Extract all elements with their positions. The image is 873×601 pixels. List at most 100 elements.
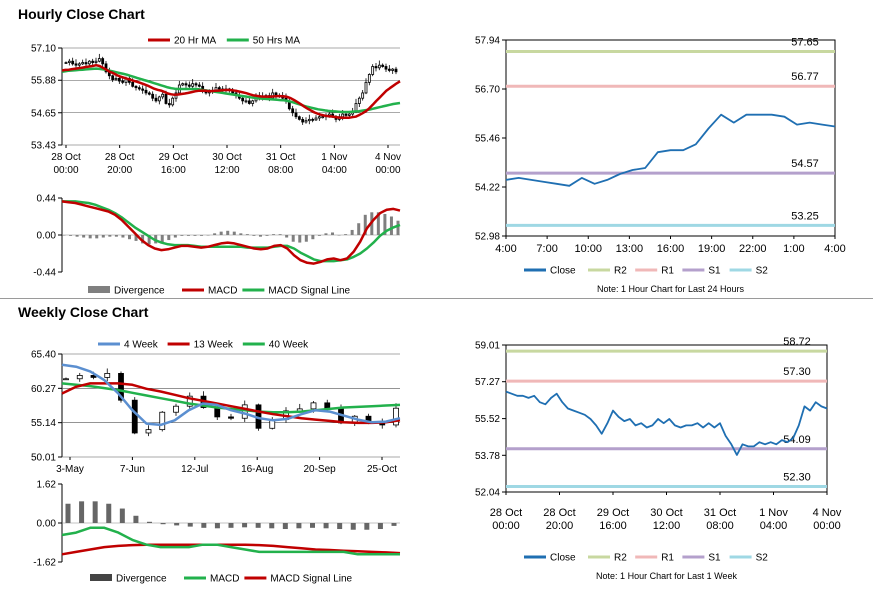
hourly-divergence-bar <box>304 235 308 242</box>
hourly-price-candle <box>151 93 155 99</box>
hourly-divergence-bar <box>245 234 249 235</box>
hourly-divergence-bar <box>200 235 204 236</box>
hourly-price-candle <box>394 68 398 73</box>
weekly-price-legend-label: 40 Week <box>269 340 309 351</box>
hourly-price-x-tick-label: 31 Oct <box>266 152 296 163</box>
hourly-price-candle <box>141 88 145 91</box>
hourly-divergence-bar <box>272 234 276 235</box>
hourly-pivot-x-tick-label: 7:00 <box>536 243 557 255</box>
weekly-price-y-tick-label: 65.40 <box>31 350 56 361</box>
weekly-pivot-x-tick-label: 12:00 <box>653 520 681 532</box>
hourly-price-y-tick-label: 57.10 <box>31 44 56 55</box>
hourly-pivot-y-tick-label: 54.22 <box>475 183 500 194</box>
hourly-divergence-bar <box>337 235 341 236</box>
weekly-price-y-tick-label: 50.01 <box>31 453 56 464</box>
hourly-price-y-tick-label: 53.43 <box>31 141 56 152</box>
weekly-divergence-bar <box>269 523 275 529</box>
hourly-price-candle <box>377 64 381 69</box>
hourly-price-candle <box>297 116 301 120</box>
weekly-pivot-x-tick-label: 28 Oct <box>543 507 575 519</box>
hourly-price-candle <box>77 63 81 66</box>
weekly-pivot-note: Note: 1 Hour Chart for Last 1 Week <box>596 571 737 581</box>
weekly-pivot-x-tick-label: 00:00 <box>492 520 520 532</box>
hourly-price-legend-label: 20 Hr MA <box>174 36 217 47</box>
hourly-divergence-bar <box>101 235 105 238</box>
weekly-price-x-tick-label: 20-Sep <box>303 464 336 475</box>
hourly-price-candle <box>387 68 391 71</box>
hourly-macd-y-tick-label: -0.44 <box>33 268 56 279</box>
hourly-divergence-bar <box>344 234 348 235</box>
hourly-divergence-bar <box>180 235 184 236</box>
hourly-price-candle <box>74 63 78 66</box>
hourly-ma20-line <box>61 63 401 120</box>
hourly-divergence-bar <box>186 235 190 236</box>
weekly-pivot-x-tick-label: 16:00 <box>599 520 627 532</box>
hourly-divergence-bar <box>363 214 367 235</box>
hourly-price-candle <box>344 113 348 116</box>
hourly-price-candle <box>171 97 175 106</box>
weekly-price-x-tick-label: 3-May <box>56 464 84 475</box>
hourly-price-x-tick-label: 30 Oct <box>212 152 242 163</box>
hourly-pivot-legend-label: R2 <box>614 266 627 277</box>
hourly-price-candle <box>217 87 221 90</box>
hourly-price-candle <box>134 85 138 89</box>
hourly-price-candle <box>371 66 375 75</box>
hourly-pivot-x-tick-label: 16:00 <box>657 243 685 255</box>
hourly-divergence-bar <box>167 235 171 241</box>
weekly-price-candle <box>76 375 83 380</box>
hourly-price-candle <box>304 120 308 123</box>
weekly-pivot-x-tick-label: 28 Oct <box>490 507 522 519</box>
weekly-divergence-bar <box>106 503 112 523</box>
hourly-divergence-bar <box>298 235 302 243</box>
hourly-pivot-level-s1-label: 54.57 <box>791 158 819 170</box>
hourly-pivot-x-tick-label: 22:00 <box>739 243 767 255</box>
hourly-pivot-plot-frame <box>505 39 836 237</box>
hourly-divergence-bar <box>108 235 112 237</box>
hourly-divergence-bar <box>206 235 210 236</box>
weekly-13-week-line <box>61 382 401 425</box>
hourly-price-chart: 20 Hr MA 50 Hrs MA57.1055.8854.6553.4328 … <box>31 36 401 177</box>
hourly-price-candle <box>167 103 171 106</box>
weekly-price-candle <box>310 402 317 410</box>
weekly-macd-line <box>61 526 400 556</box>
weekly-divergence-bar <box>377 523 383 530</box>
hourly-price-candle <box>67 60 71 63</box>
hourly-price-candle <box>244 100 248 103</box>
hourly-price-candle <box>384 66 388 70</box>
hourly-pivot-close-line <box>505 113 836 187</box>
hourly-chart-title: Hourly Close Chart <box>18 6 145 22</box>
hourly-divergence-bar <box>376 212 380 235</box>
hourly-price-x-tick-label: 29 Oct <box>159 152 189 163</box>
hourly-price-candle <box>247 100 251 104</box>
hourly-pivot-y-tick-label: 52.98 <box>475 232 500 243</box>
hourly-divergence-bar <box>88 235 92 239</box>
weekly-price-x-tick-label: 25-Oct <box>367 464 397 475</box>
weekly-divergence-bar <box>364 523 370 530</box>
weekly-divergence-bar <box>350 523 356 530</box>
hourly-price-candle <box>307 118 311 122</box>
weekly-pivot-legend-label: S1 <box>708 553 721 564</box>
weekly-divergence-bar <box>282 523 288 530</box>
hourly-divergence-bar <box>95 235 99 239</box>
hourly-divergence-bar <box>331 232 335 235</box>
hourly-price-candle <box>291 108 295 114</box>
hourly-divergence-bar <box>173 235 177 238</box>
hourly-macd-y-tick-label: 0.44 <box>37 194 57 205</box>
hourly-divergence-bar <box>265 235 269 236</box>
hourly-price-candle <box>314 117 318 121</box>
hourly-divergence-bar <box>160 235 164 243</box>
hourly-price-x-tick-label: 1 Nov <box>321 152 347 163</box>
hourly-price-candle <box>381 64 385 67</box>
hourly-divergence-bar <box>389 216 393 235</box>
hourly-divergence-bar <box>114 235 118 237</box>
hourly-price-candle <box>241 97 245 102</box>
hourly-divergence-bar <box>121 235 125 238</box>
hourly-divergence-bar <box>350 229 354 235</box>
weekly-pivot-y-tick-label: 57.27 <box>475 377 500 388</box>
hourly-macd-y-tick-label: 0.00 <box>37 231 57 242</box>
hourly-price-candle <box>347 113 351 116</box>
hourly-price-candle <box>121 80 125 83</box>
weekly-price-candle <box>393 407 399 426</box>
weekly-pivot-legend-label: Close <box>550 553 576 564</box>
weekly-divergence-bar <box>174 523 180 526</box>
